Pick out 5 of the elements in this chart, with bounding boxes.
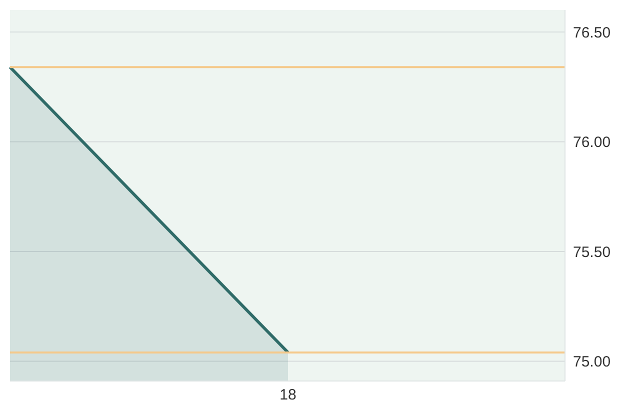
y-tick-label: 75.50 bbox=[573, 244, 611, 261]
y-tick-label: 76.00 bbox=[573, 134, 611, 152]
y-tick-label: 75.00 bbox=[573, 354, 611, 371]
y-tick-label: 76.50 bbox=[573, 24, 611, 42]
x-tick-label: 18 bbox=[280, 386, 296, 404]
